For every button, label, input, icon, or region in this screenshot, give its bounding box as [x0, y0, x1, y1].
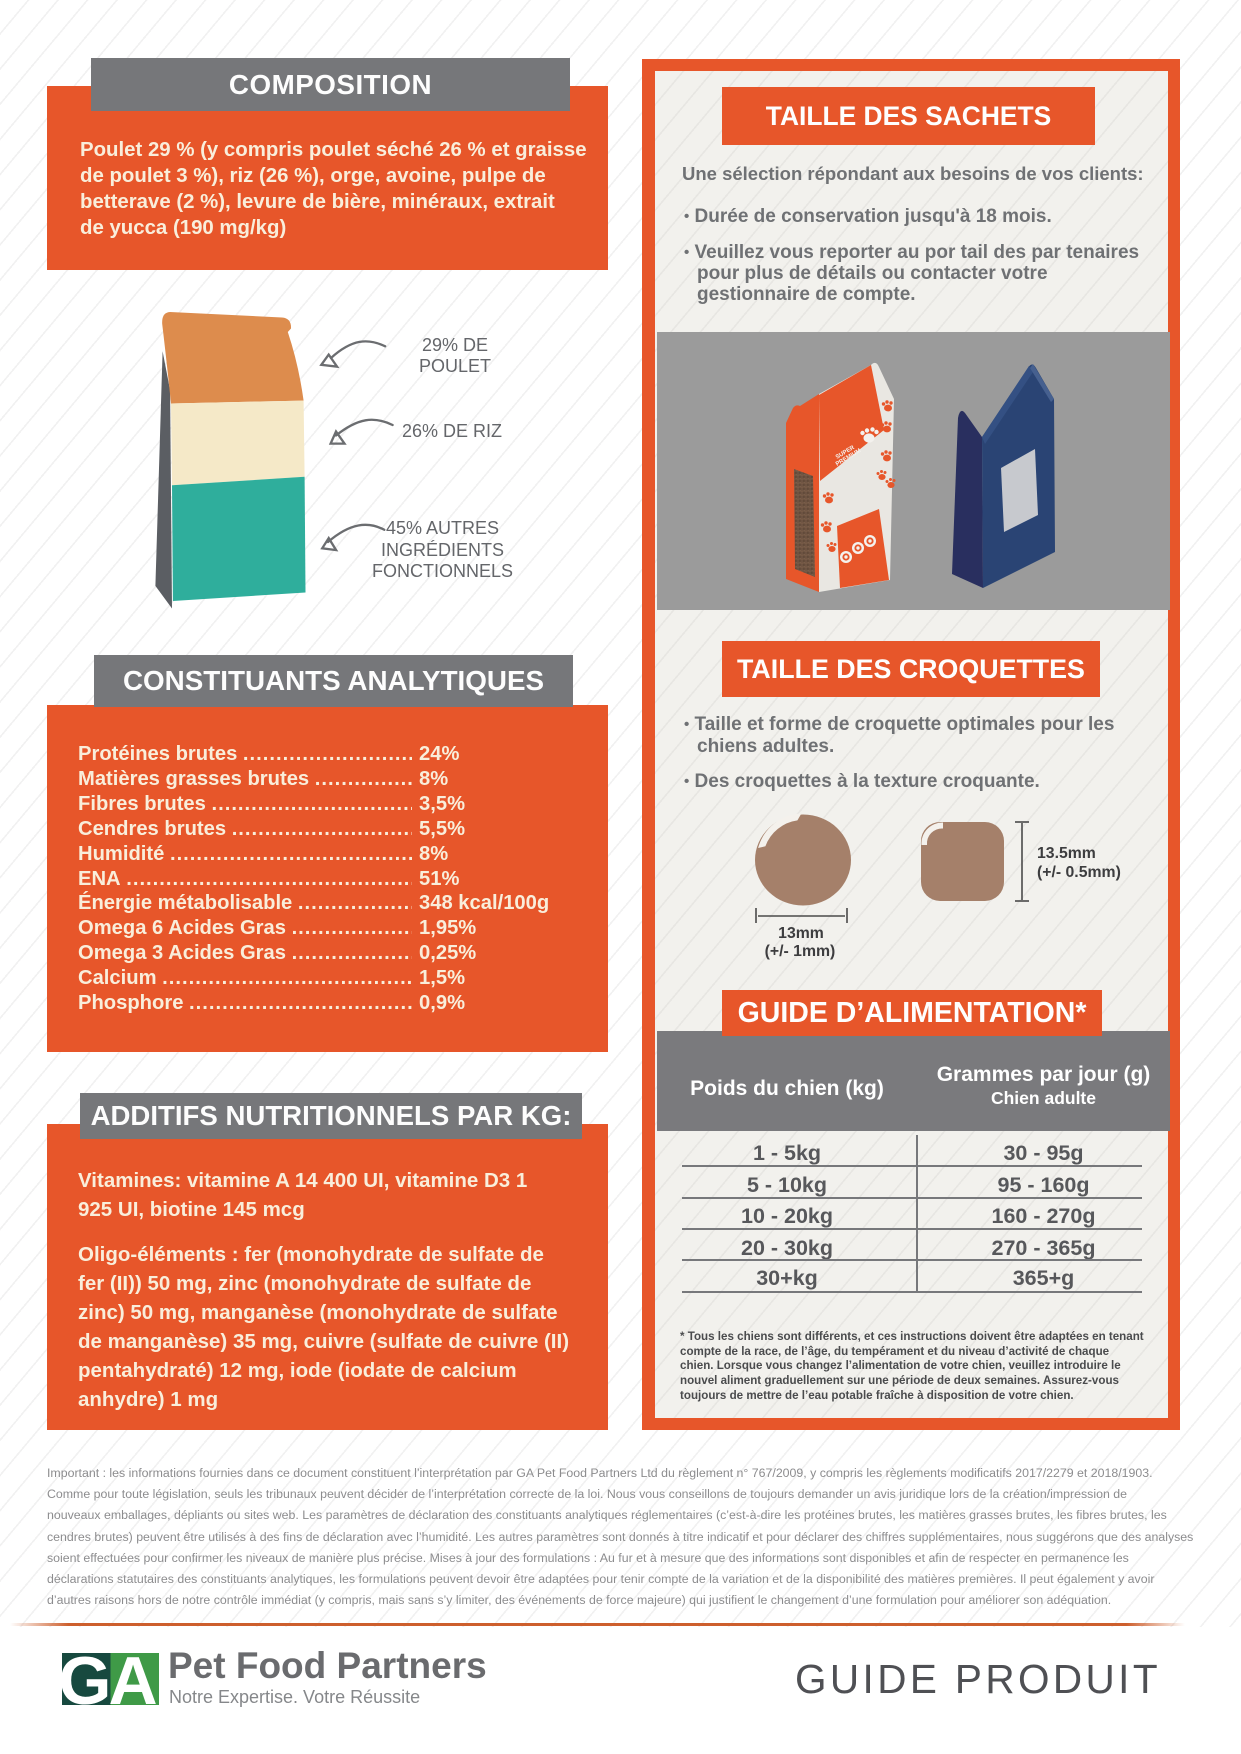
svg-text:G: G — [62, 1653, 111, 1705]
svg-text:(+/- 1mm): (+/- 1mm) — [765, 943, 836, 960]
svg-text:13.5mm: 13.5mm — [1037, 845, 1096, 862]
svg-text:13mm: 13mm — [778, 925, 824, 942]
svg-text:A: A — [108, 1653, 157, 1705]
svg-text:(+/- 0.5mm): (+/- 0.5mm) — [1037, 864, 1121, 881]
